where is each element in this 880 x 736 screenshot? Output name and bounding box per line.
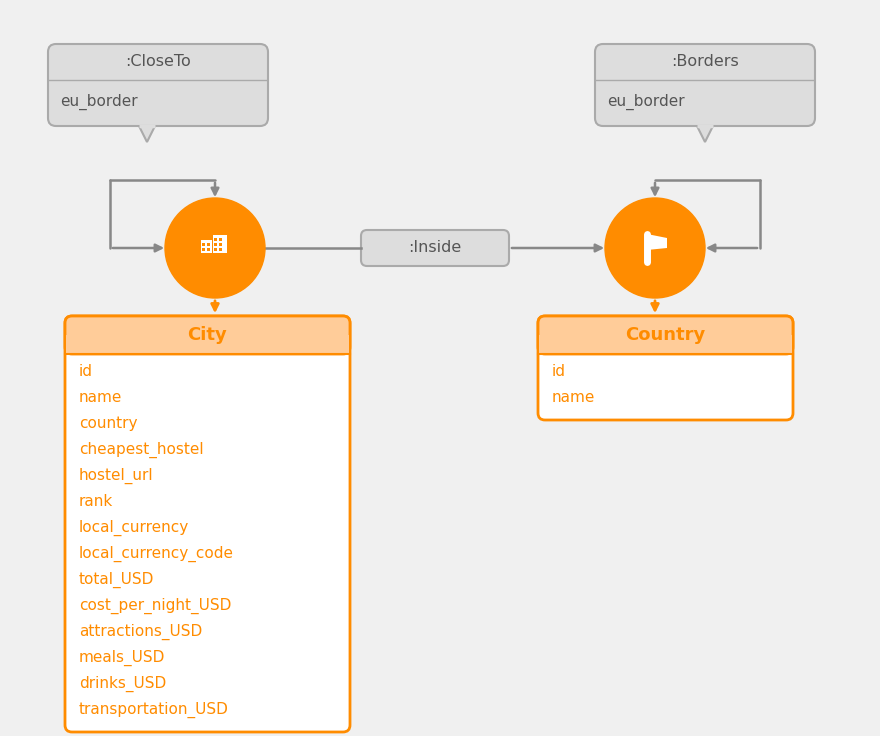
Text: :CloseTo: :CloseTo (125, 54, 191, 69)
Text: eu_border: eu_border (607, 94, 685, 110)
Polygon shape (647, 234, 667, 250)
Text: :Borders: :Borders (671, 54, 739, 69)
FancyBboxPatch shape (65, 316, 350, 732)
Text: cost_per_night_USD: cost_per_night_USD (79, 598, 231, 615)
Bar (214, 248, 217, 251)
Text: id: id (79, 364, 93, 379)
FancyBboxPatch shape (65, 316, 350, 354)
Text: id: id (552, 364, 566, 379)
Bar (207, 243, 210, 246)
Text: hostel_url: hostel_url (79, 468, 154, 484)
Bar (202, 243, 205, 246)
Bar (66, 335, 349, 354)
Bar (214, 238, 217, 241)
Text: local_currency_code: local_currency_code (79, 546, 234, 562)
Text: rank: rank (79, 494, 114, 509)
Text: :Inside: :Inside (408, 241, 462, 255)
Circle shape (165, 198, 265, 298)
FancyBboxPatch shape (361, 230, 509, 266)
Text: cheapest_hostel: cheapest_hostel (79, 442, 203, 459)
Text: eu_border: eu_border (60, 94, 137, 110)
Bar (214, 243, 217, 246)
Bar (219, 243, 222, 246)
Text: Country: Country (626, 326, 706, 344)
Polygon shape (139, 126, 155, 142)
Text: total_USD: total_USD (79, 572, 154, 588)
Bar (201, 240, 212, 253)
Bar (219, 248, 222, 251)
Text: meals_USD: meals_USD (79, 650, 165, 666)
FancyBboxPatch shape (538, 316, 793, 354)
Text: local_currency: local_currency (79, 520, 189, 537)
FancyBboxPatch shape (538, 316, 793, 420)
Bar (219, 238, 222, 241)
Text: attractions_USD: attractions_USD (79, 624, 202, 640)
Bar (207, 248, 210, 251)
Bar (202, 248, 205, 251)
Text: transportation_USD: transportation_USD (79, 702, 229, 718)
Bar (213, 235, 227, 253)
Bar (539, 335, 792, 354)
Text: name: name (552, 390, 596, 405)
Text: name: name (79, 390, 122, 405)
FancyBboxPatch shape (48, 44, 268, 126)
FancyBboxPatch shape (595, 44, 815, 126)
Text: City: City (187, 326, 227, 344)
Text: drinks_USD: drinks_USD (79, 676, 166, 692)
Polygon shape (697, 126, 713, 142)
Text: country: country (79, 416, 137, 431)
Circle shape (605, 198, 705, 298)
